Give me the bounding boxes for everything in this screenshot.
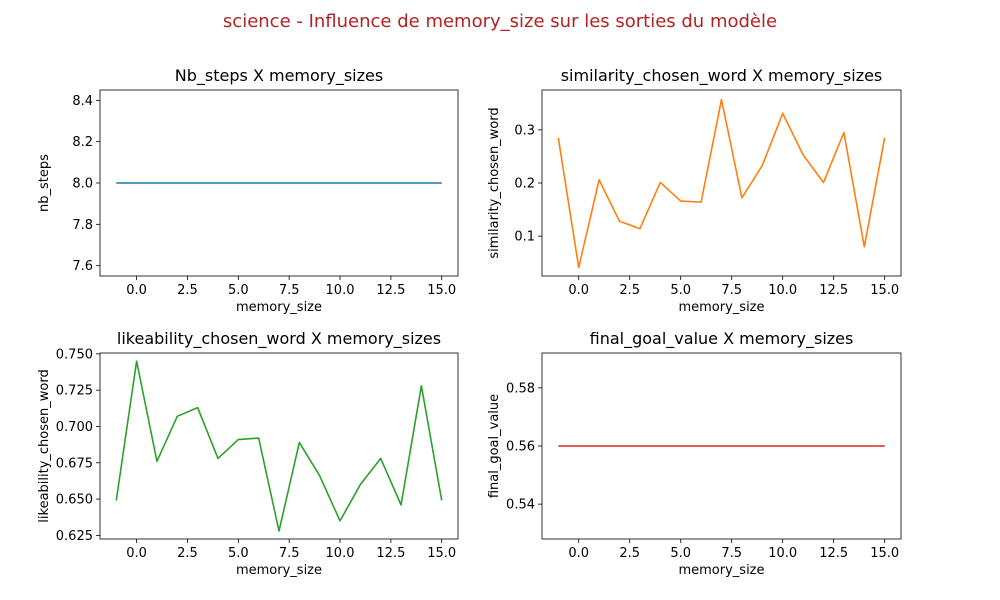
y-tick-label: 0.625 — [56, 529, 93, 544]
subplot-title: Nb_steps X memory_sizes — [175, 66, 383, 86]
subplot-title: similarity_chosen_word X memory_sizes — [561, 66, 883, 86]
x-tick-label: 5.0 — [228, 283, 249, 298]
x-tick-label: 2.5 — [619, 546, 640, 561]
x-tick-label: 0.0 — [568, 546, 589, 561]
x-tick-label: 12.5 — [819, 546, 848, 561]
x-tick-label: 12.5 — [819, 283, 848, 298]
subplot-1: Nb_steps X memory_sizes 0.0 2.5 5.0 7.5 10.0 1… — [37, 66, 459, 315]
subplot-4: final_goal_value X memory_sizes 0.0 2.5 5.0… — [487, 329, 902, 578]
x-tick-label: 15.0 — [427, 283, 456, 298]
y-tick-label: 0.58 — [506, 381, 535, 396]
x-tick-label: 2.5 — [177, 546, 198, 561]
x-tick-label: 12.5 — [376, 546, 405, 561]
subplot-title: final_goal_value X memory_sizes — [590, 329, 854, 349]
x-tick-label: 10.0 — [768, 546, 797, 561]
subplot-title: likeability_chosen_word X memory_sizes — [117, 329, 441, 349]
x-tick-label: 10.0 — [768, 283, 797, 298]
y-tick-label: 0.2 — [514, 177, 535, 192]
x-tick-label: 2.5 — [177, 283, 198, 298]
x-tick-label: 12.5 — [376, 283, 405, 298]
x-tick-label: 7.5 — [721, 283, 742, 298]
subplots-grid: Nb_steps X memory_sizes 0.0 2.5 5.0 7.5 10.0 1… — [37, 66, 902, 578]
x-axis-label: memory_size — [236, 563, 322, 578]
subplot-2: similarity_chosen_word X memory_sizes 0.0… — [487, 66, 902, 315]
x-tick-label: 5.0 — [670, 283, 691, 298]
series-line — [115, 360, 443, 532]
series-line — [557, 98, 886, 269]
figure-suptitle: science - Influence de memory_size sur l… — [223, 11, 777, 32]
y-tick-label: 0.56 — [506, 440, 535, 455]
y-tick-label: 8.2 — [72, 135, 93, 150]
y-tick-label: 0.750 — [56, 347, 93, 362]
y-axis-label: likeability_chosen_word — [37, 369, 52, 522]
plot-frame — [99, 352, 459, 540]
x-tick-label: 15.0 — [870, 546, 899, 561]
x-tick-label: 0.0 — [126, 546, 147, 561]
y-tick-label: 0.54 — [506, 498, 535, 513]
x-tick-label: 5.0 — [228, 546, 249, 561]
x-tick-label: 10.0 — [326, 546, 355, 561]
x-tick-label: 0.0 — [126, 283, 147, 298]
y-tick-label: 0.3 — [514, 123, 535, 138]
y-tick-label: 0.725 — [56, 384, 93, 399]
y-axis-label: final_goal_value — [487, 394, 502, 498]
y-tick-label: 8.4 — [72, 94, 93, 109]
y-tick-label: 7.8 — [72, 218, 93, 233]
x-axis-label: memory_size — [678, 300, 764, 315]
x-axis-label: memory_size — [236, 300, 322, 315]
y-tick-label: 0.700 — [56, 420, 93, 435]
y-tick-label: 0.650 — [56, 493, 93, 508]
y-axis-label: nb_steps — [37, 154, 52, 212]
x-tick-label: 7.5 — [279, 283, 300, 298]
x-axis-label: memory_size — [678, 563, 764, 578]
x-tick-label: 10.0 — [326, 283, 355, 298]
x-tick-label: 15.0 — [870, 283, 899, 298]
plot-frame — [541, 89, 902, 277]
x-tick-label: 7.5 — [721, 546, 742, 561]
y-tick-label: 8.0 — [72, 177, 93, 192]
y-axis-label: similarity_chosen_word — [487, 107, 502, 258]
x-tick-label: 0.0 — [568, 283, 589, 298]
y-tick-label: 0.675 — [56, 456, 93, 471]
y-tick-label: 7.6 — [72, 259, 93, 274]
y-tick-label: 0.1 — [514, 230, 535, 245]
x-tick-label: 15.0 — [427, 546, 456, 561]
x-tick-label: 2.5 — [619, 283, 640, 298]
x-tick-label: 5.0 — [670, 546, 691, 561]
subplot-3: likeability_chosen_word X memory_sizes 0.… — [37, 329, 459, 578]
x-tick-label: 7.5 — [279, 546, 300, 561]
